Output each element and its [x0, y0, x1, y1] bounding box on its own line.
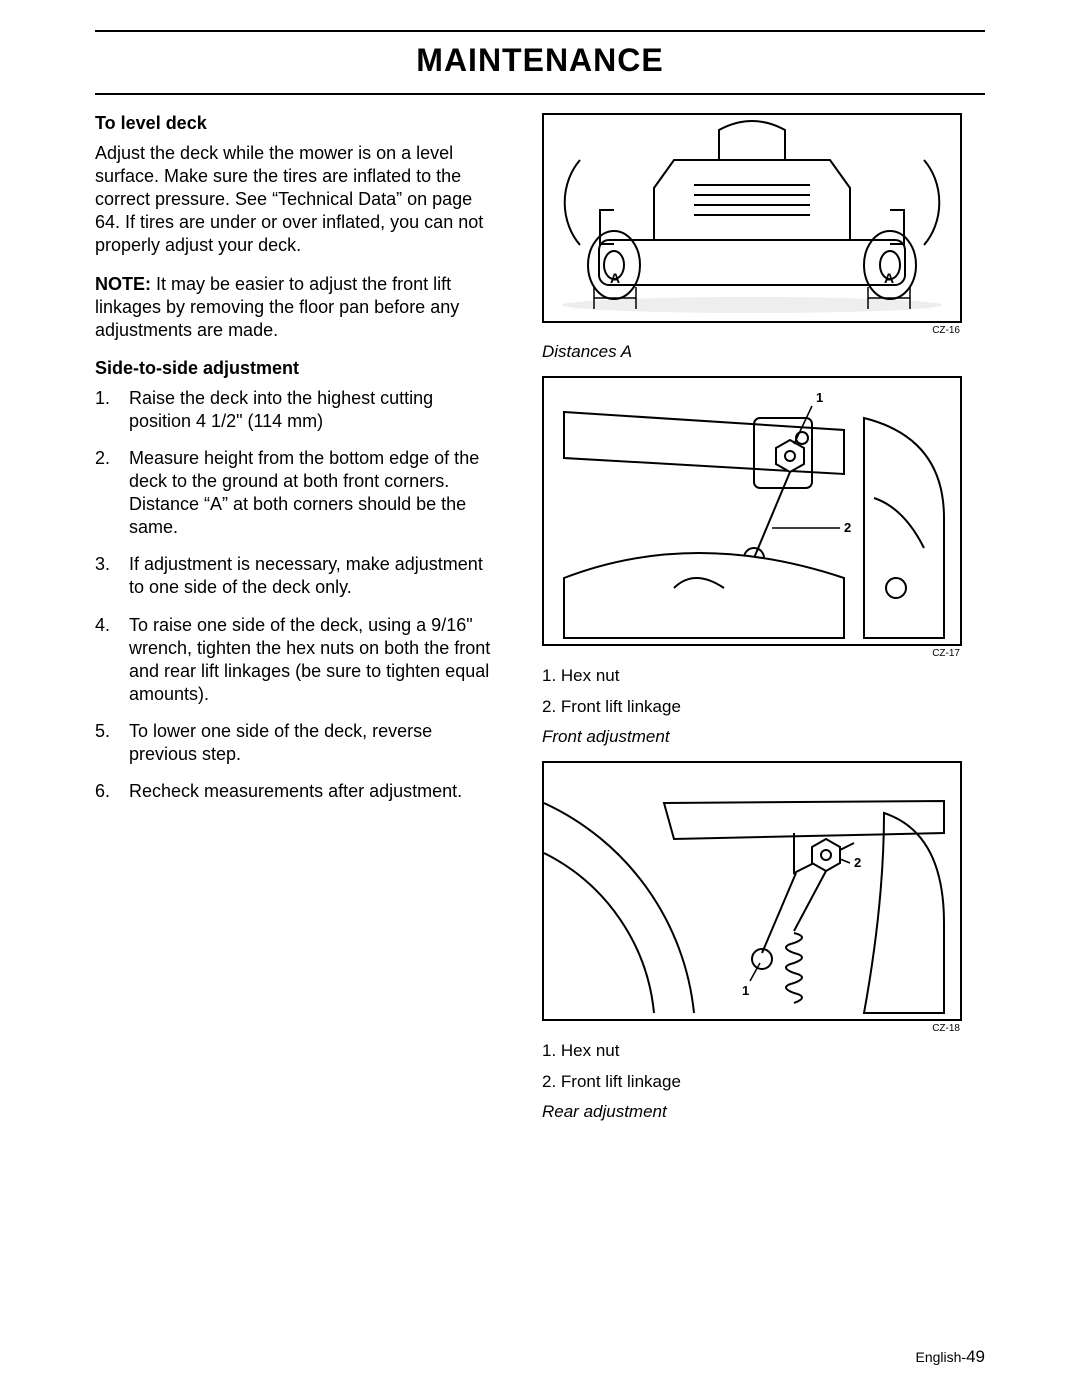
right-column: A A CZ-16 Distances A	[542, 113, 962, 1136]
footer-page-number: 49	[966, 1347, 985, 1366]
figure-rear-adjustment-svg: 1 2	[544, 763, 960, 1019]
callout-1: 1	[742, 983, 749, 998]
left-column: To level deck Adjust the deck while the …	[95, 113, 500, 1136]
caption-front-adjustment: Front adjustment	[542, 727, 962, 747]
figure-distances-a: A A	[542, 113, 962, 323]
figure-front-adjustment: 1 2	[542, 376, 962, 646]
para-intro: Adjust the deck while the mower is on a …	[95, 142, 500, 257]
label-a-right: A	[884, 270, 894, 286]
callout-2: 2	[854, 855, 861, 870]
note-label: NOTE:	[95, 274, 151, 294]
heading-to-level-deck: To level deck	[95, 113, 500, 134]
page-title: MAINTENANCE	[95, 32, 985, 93]
content-columns: To level deck Adjust the deck while the …	[95, 113, 985, 1136]
callout-2: 2	[844, 520, 851, 535]
legend-line: 2. Front lift linkage	[542, 696, 962, 719]
figure-code: CZ-16	[542, 325, 962, 336]
para-note: NOTE: It may be easier to adjust the fro…	[95, 273, 500, 342]
step-item: Recheck measurements after adjustment.	[95, 780, 500, 803]
figure-front-adjustment-svg: 1 2	[544, 378, 960, 644]
step-item: If adjustment is necessary, make adjustm…	[95, 553, 500, 599]
page-footer: English-49	[915, 1347, 985, 1367]
callout-1: 1	[816, 390, 823, 405]
footer-label: English-	[915, 1349, 966, 1365]
caption-distances-a: Distances A	[542, 342, 962, 362]
step-item: To lower one side of the deck, reverse p…	[95, 720, 500, 766]
label-a-left: A	[610, 270, 620, 286]
figure-code: CZ-17	[542, 648, 962, 659]
figure-code: CZ-18	[542, 1023, 962, 1034]
legend-line: 1. Hex nut	[542, 665, 962, 688]
figure-rear-adjustment: 1 2	[542, 761, 962, 1021]
steps-list: Raise the deck into the highest cutting …	[95, 387, 500, 802]
step-item: To raise one side of the deck, using a 9…	[95, 614, 500, 706]
step-item: Measure height from the bottom edge of t…	[95, 447, 500, 539]
caption-rear-adjustment: Rear adjustment	[542, 1102, 962, 1122]
step-item: Raise the deck into the highest cutting …	[95, 387, 500, 433]
heading-side-to-side: Side-to-side adjustment	[95, 358, 500, 379]
title-underline	[95, 93, 985, 95]
legend-line: 1. Hex nut	[542, 1040, 962, 1063]
figure-distances-a-svg: A A	[544, 115, 960, 321]
legend-line: 2. Front lift linkage	[542, 1071, 962, 1094]
